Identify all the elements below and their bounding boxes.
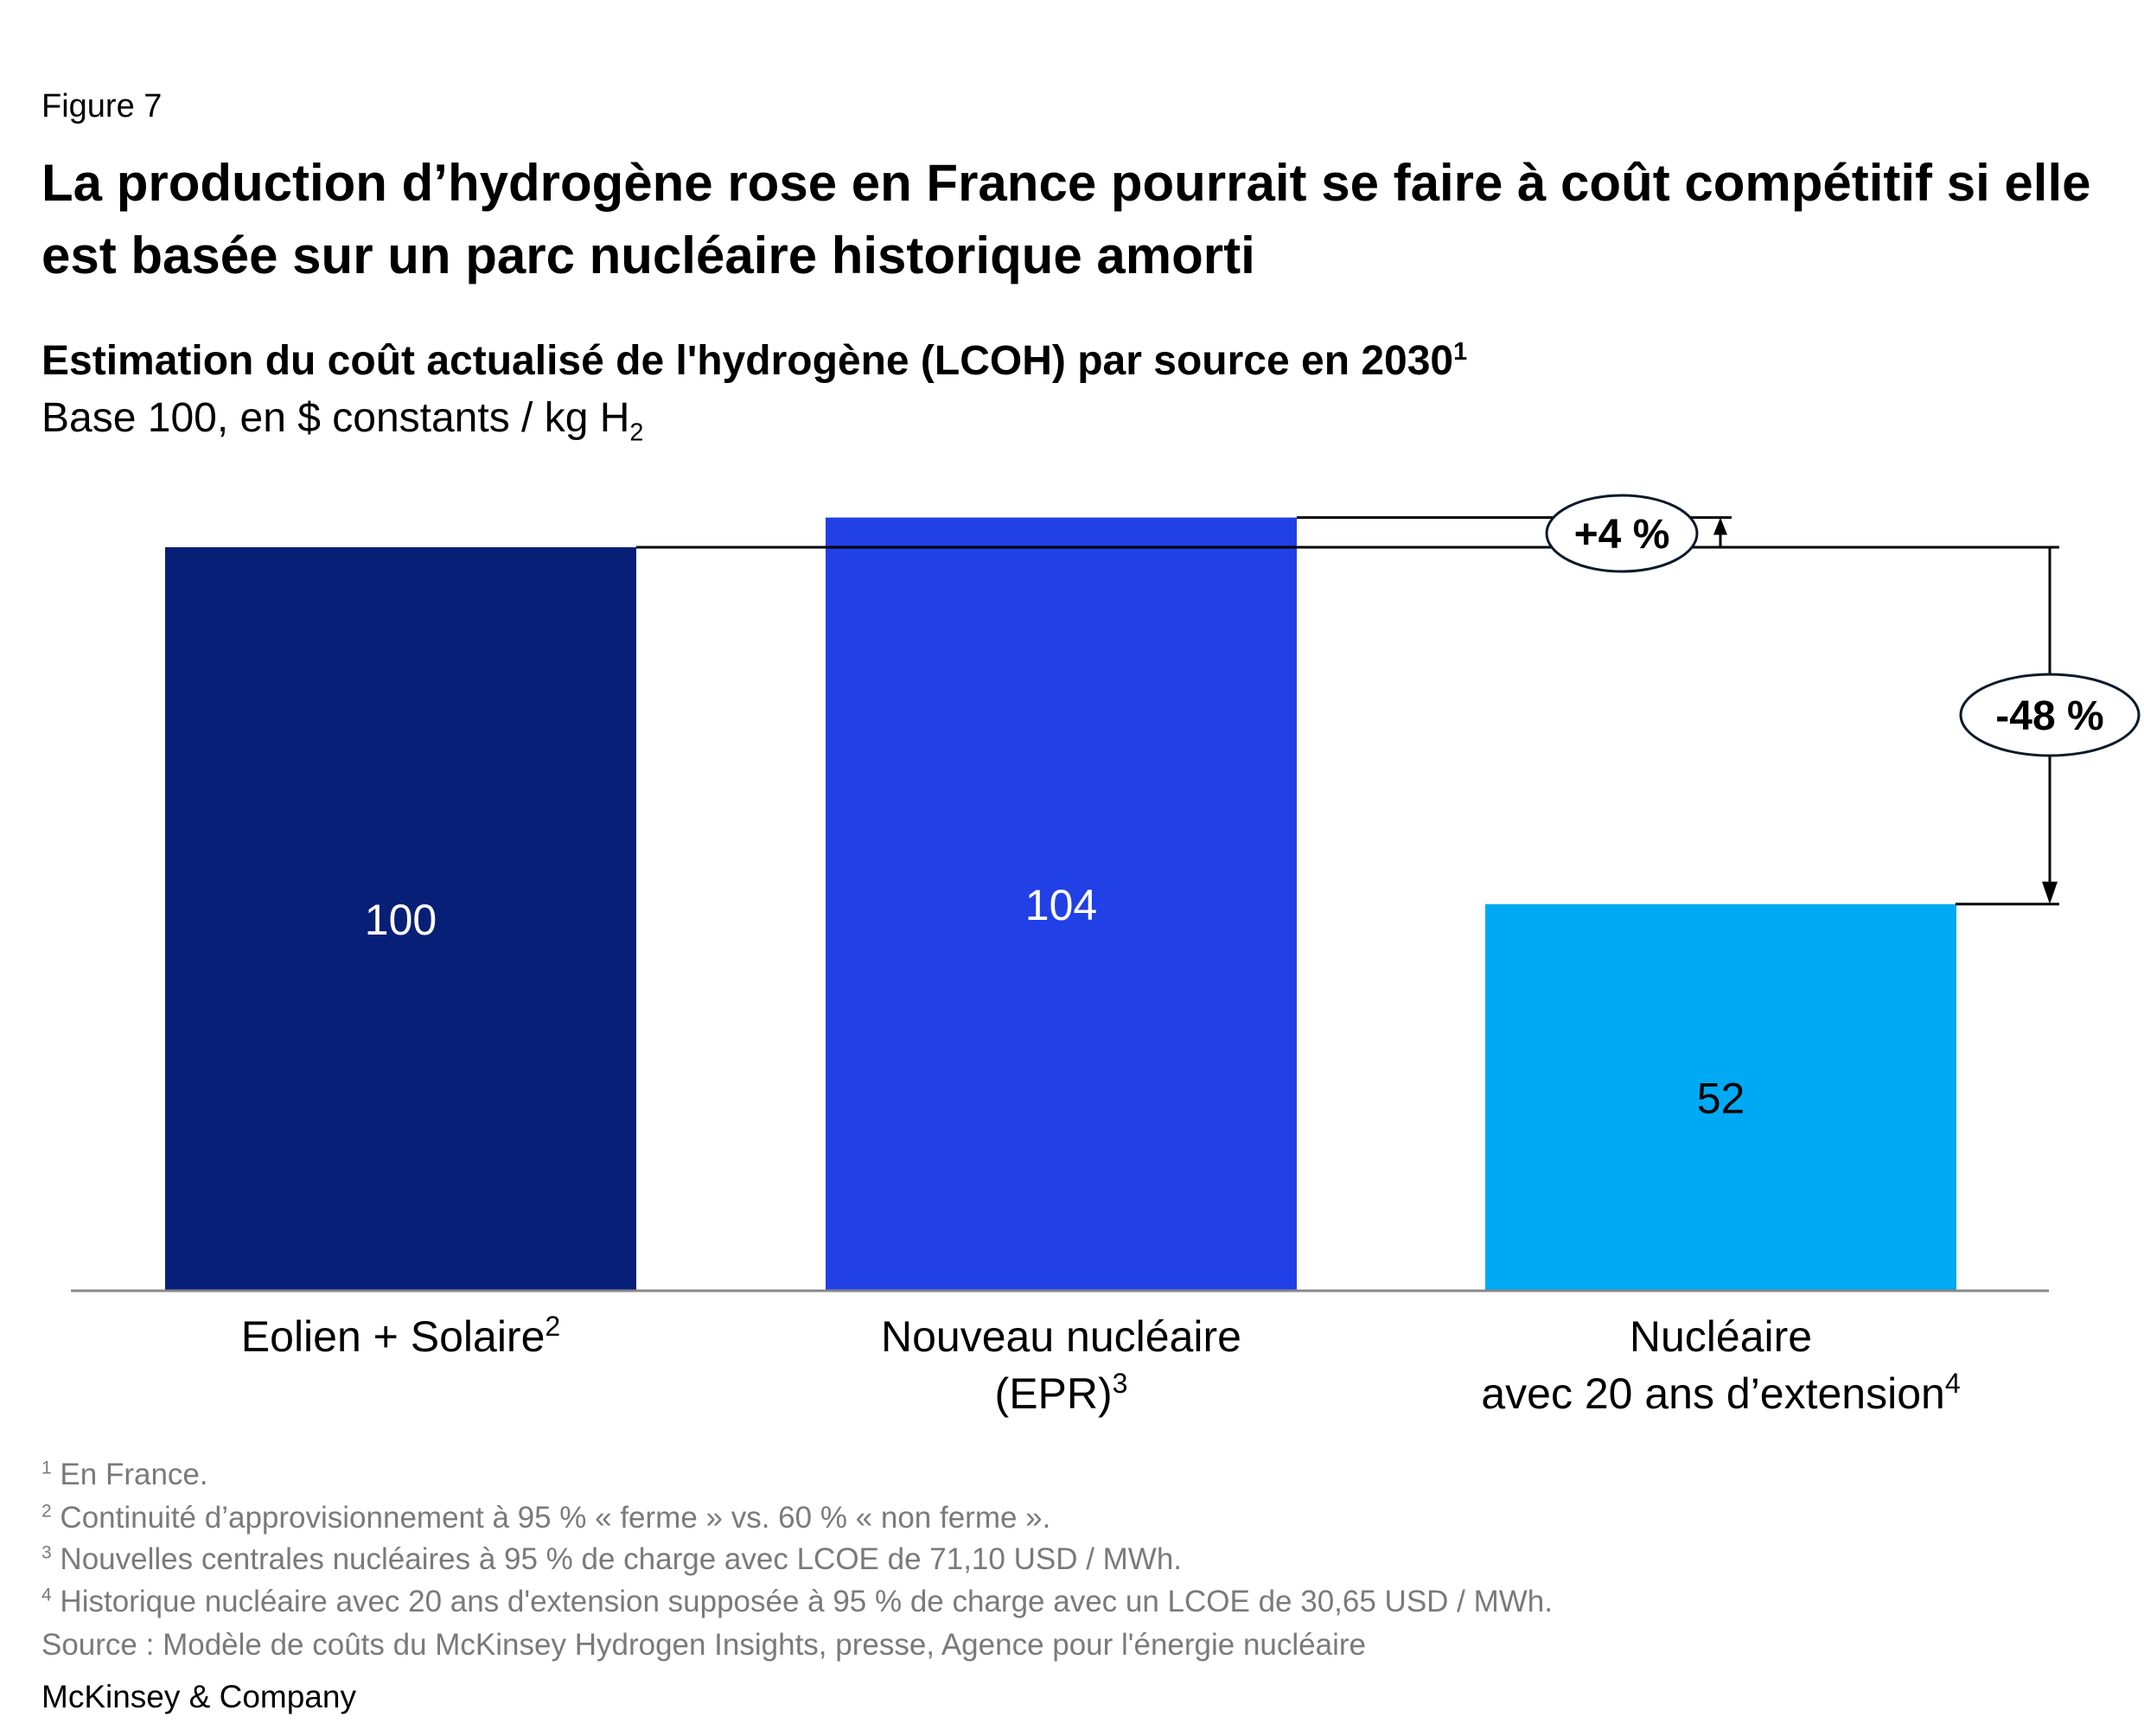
change-bubble [1545, 494, 1699, 573]
category-footnote-ref: 2 [545, 1311, 560, 1342]
category-label: Eolien + Solaire2 [241, 1311, 560, 1361]
change-annotation-label: +4 % [1574, 512, 1670, 558]
subtitle-text: Estimation du coût actualisé de l'hydrog… [41, 338, 1454, 384]
category-footnote-ref: 3 [1113, 1368, 1128, 1399]
footnote-1: 1 En France. [41, 1458, 208, 1492]
category-label: Nucléaire [1630, 1312, 1812, 1361]
category-footnote-ref: 4 [1945, 1368, 1961, 1399]
change-bubble [1959, 673, 2141, 757]
arrow-down-icon [2042, 881, 2058, 904]
bar-value-label: 52 [1697, 1074, 1745, 1122]
chart-subtitle: Estimation du coût actualisé de l'hydrog… [41, 337, 1467, 385]
footnote-number: 4 [41, 1585, 52, 1605]
footnote-number: 3 [41, 1542, 52, 1563]
bar-chart: 100 Eolien + Solaire2 104 Nouveau nucléaire… [71, 494, 2141, 1418]
category-label: avec 20 ans d’extension4 [1481, 1368, 1960, 1418]
category-label: (EPR)3 [995, 1368, 1128, 1418]
chart-title: La production d’hydrogène rose en France… [41, 154, 2091, 284]
footnote-number: 1 [41, 1458, 52, 1478]
footnote-text: Nouvelles centrales nucléaires à 95 % de… [60, 1542, 1183, 1576]
bar [165, 547, 636, 1291]
figure-label: Figure 7 [41, 88, 163, 124]
unit-label: Base 100, en $ constants / kg H2 [41, 394, 643, 445]
bar [826, 517, 1297, 1291]
unit-subscript: 2 [629, 418, 644, 447]
footnote-4: 4 Historique nucléaire avec 20 ans d'ext… [41, 1585, 1553, 1619]
bar [1485, 903, 1956, 1291]
category-label: Nouveau nucléaire [881, 1312, 1241, 1361]
change-annotation-label: -48 % [1995, 693, 2103, 739]
arrow-up-icon [1713, 517, 1727, 535]
source-note: Source : Modèle de coûts du McKinsey Hyd… [41, 1628, 1367, 1662]
bar-value-label: 104 [1025, 881, 1097, 929]
footnote-text: Continuité d’approvisionnement à 95 % « … [60, 1501, 1051, 1535]
footnote-number: 2 [41, 1501, 52, 1522]
footnote-3: 3 Nouvelles centrales nucléaires à 95 % … [41, 1542, 1182, 1577]
footnote-text: Historique nucléaire avec 20 ans d'exten… [60, 1585, 1553, 1618]
subtitle-footnote-ref: 1 [1453, 338, 1468, 366]
unit-text: Base 100, en $ constants / kg H [41, 395, 630, 441]
footnote-text: En France. [60, 1458, 208, 1491]
bar-value-label: 100 [365, 896, 437, 944]
footnote-2: 2 Continuité d’approvisionnement à 95 % … [41, 1501, 1050, 1535]
brand-logo-text: McKinsey & Company [41, 1679, 356, 1714]
